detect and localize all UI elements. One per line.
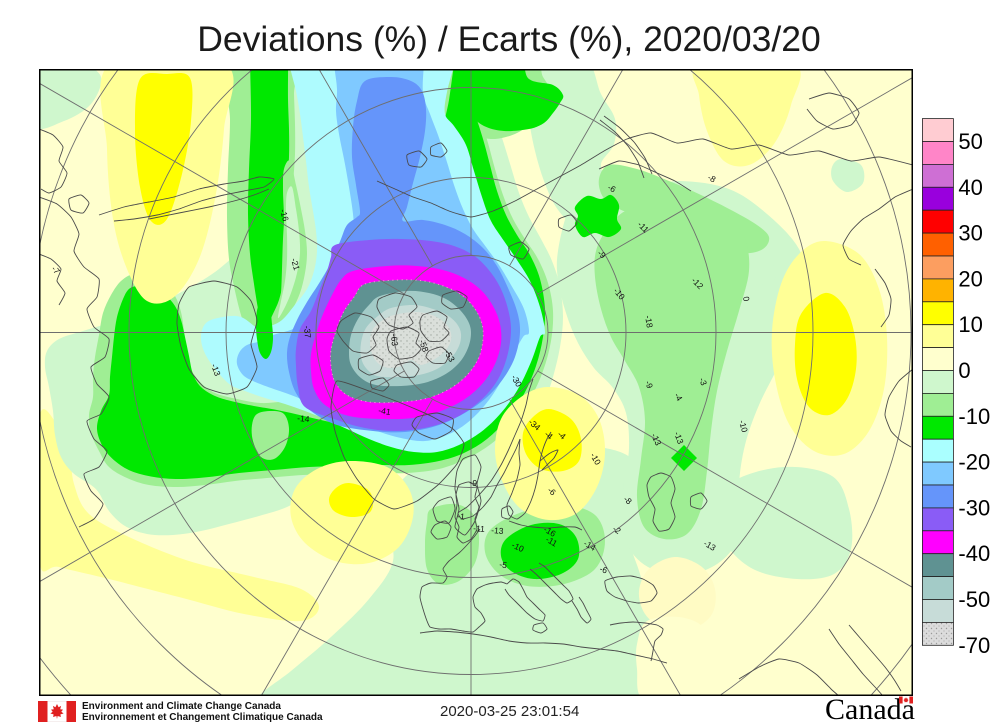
svg-text:-14: -14 [297,413,310,424]
svg-text:10: 10 [958,312,982,337]
svg-text:-9: -9 [643,379,655,390]
svg-text:-20: -20 [958,450,990,475]
svg-text:-3: -3 [697,376,709,387]
svg-text:-41: -41 [378,405,392,417]
svg-text:-4: -4 [672,391,685,403]
svg-text:-13: -13 [491,525,504,536]
svg-text:-50: -50 [958,587,990,612]
svg-text:-70: -70 [958,633,990,658]
svg-text:-6: -6 [598,563,609,575]
svg-text:-1: -1 [457,511,466,522]
svg-text:-9: -9 [469,477,478,488]
svg-text:-63: -63 [389,333,400,346]
svg-text:30: 30 [958,221,982,246]
svg-text:-13: -13 [209,362,223,377]
svg-text:-13: -13 [649,432,663,448]
svg-text:-40: -40 [958,541,990,566]
svg-text:-10: -10 [958,404,990,429]
svg-text:-10: -10 [737,419,750,434]
svg-text:-8: -8 [706,172,718,185]
svg-text:-18: -18 [643,315,655,329]
svg-text:-5: -5 [499,559,508,570]
svg-text:50: 50 [958,129,982,154]
svg-text:-10: -10 [510,540,526,554]
svg-text:-11: -11 [473,523,486,534]
svg-text:-37: -37 [302,325,313,338]
svg-text:-6: -6 [606,182,618,195]
svg-text:0: 0 [741,296,752,303]
svg-text:-30: -30 [958,495,990,520]
svg-text:-21: -21 [289,257,302,272]
svg-text:-13: -13 [672,430,686,445]
svg-text:40: 40 [958,175,982,200]
svg-text:20: 20 [958,266,982,291]
svg-text:0: 0 [958,358,970,383]
svg-text:-16: -16 [278,208,291,223]
svg-text:-58: -58 [417,338,431,353]
